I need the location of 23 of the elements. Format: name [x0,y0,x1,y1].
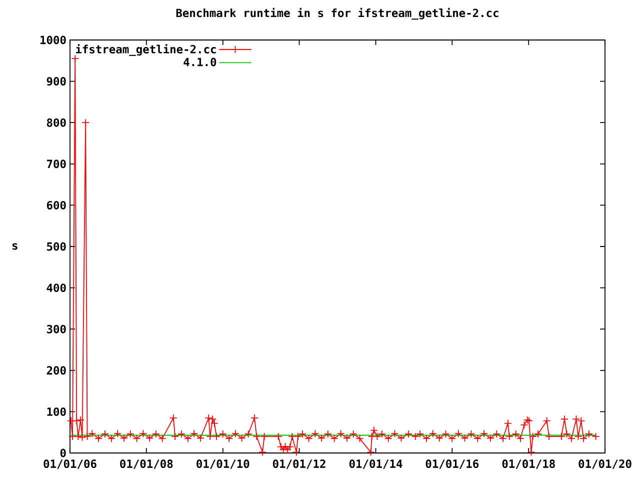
y-tick-label: 500 [47,242,66,251]
x-tick-label: 01/01/16 [426,460,478,469]
legend-label: ifstream_getline-2.cc [76,44,216,56]
x-tick-label: 01/01/12 [272,460,326,469]
y-tick-label: 1000 [40,36,66,44]
y-tick-label: 0 [60,448,66,458]
y-tick-label: 900 [46,77,66,86]
x-tick-label: 01/01/06 [44,460,96,469]
y-tick-label: 300 [46,324,66,334]
chart-title: Benchmark runtime in s for ifstream_getline-2.cc [176,8,498,20]
legend-label: 4.1.0 [184,58,216,66]
x-tick-label: 01/01/20 [578,460,632,469]
y-tick-label: 700 [46,160,66,168]
y-tick-label: 800 [46,118,66,127]
y-axis-title: s [12,243,18,250]
y-tick-label: 100 [47,407,66,416]
y-tick-label: 400 [46,284,66,292]
y-tick-label: 200 [46,366,66,375]
x-tick-label: 01/01/14 [349,460,402,469]
x-tick-label: 01/01/08 [120,460,173,469]
x-tick-label: 01/01/10 [196,460,250,469]
x-tick-label: 01/01/18 [502,460,555,469]
y-tick-label: 600 [46,200,66,210]
